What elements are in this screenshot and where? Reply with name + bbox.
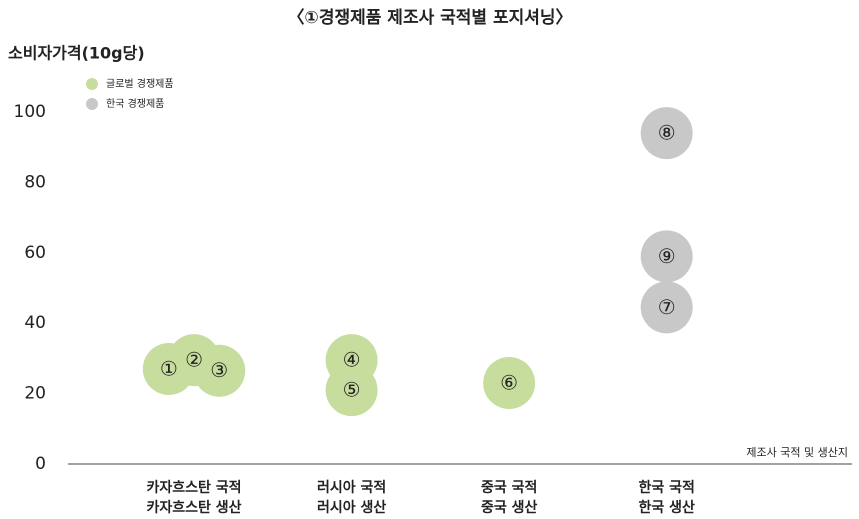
y-tick-label: 80 (24, 172, 46, 192)
bubble-label: ① (160, 356, 178, 380)
x-tick-label: 중국 국적 (481, 479, 537, 496)
bubble-label: ⑤ (343, 378, 361, 402)
y-tick-label: 20 (24, 384, 46, 404)
y-tick-label: 0 (35, 454, 46, 474)
bubble (325, 364, 378, 417)
x-tick-label: 카자흐스탄 생산 (147, 499, 242, 516)
legend-label: 글로벌 경쟁제품 (106, 77, 174, 90)
bubble (640, 107, 693, 160)
bubble-label: ⑦ (658, 295, 676, 319)
x-tick-label: 한국 국적 (638, 479, 694, 496)
x-tick-label: 한국 생산 (638, 499, 695, 516)
legend-swatch (86, 98, 98, 110)
legend-label: 한국 경쟁제품 (106, 97, 164, 110)
y-tick-label: 100 (14, 102, 46, 122)
legend-swatch (86, 78, 98, 90)
x-axis-label: 제조사 국적 및 생산지 (746, 446, 848, 459)
bubble (193, 344, 246, 397)
x-tick-label: 러시아 생산 (317, 499, 386, 516)
bubble-label: ⑧ (658, 121, 676, 145)
bubble-label: ④ (343, 348, 361, 372)
bubble (483, 357, 536, 410)
x-tick-label: 카자흐스탄 국적 (147, 479, 242, 496)
chart-title: 〈①경쟁제품 제조사 국적별 포지셔닝〉 (287, 7, 572, 28)
bubble-label: ⑥ (500, 371, 518, 395)
y-tick-label: 60 (24, 243, 46, 263)
x-tick-label: 러시아 국적 (317, 479, 386, 496)
bubble-label: ③ (210, 358, 228, 382)
bubble (640, 281, 693, 334)
y-tick-label: 40 (24, 313, 46, 333)
y-axis-label: 소비자가격(10g당) (8, 44, 145, 63)
bubble (640, 230, 693, 283)
x-tick-label: 중국 생산 (481, 499, 538, 516)
bubble-label: ⑨ (658, 244, 676, 268)
bubble-label: ② (185, 348, 203, 372)
